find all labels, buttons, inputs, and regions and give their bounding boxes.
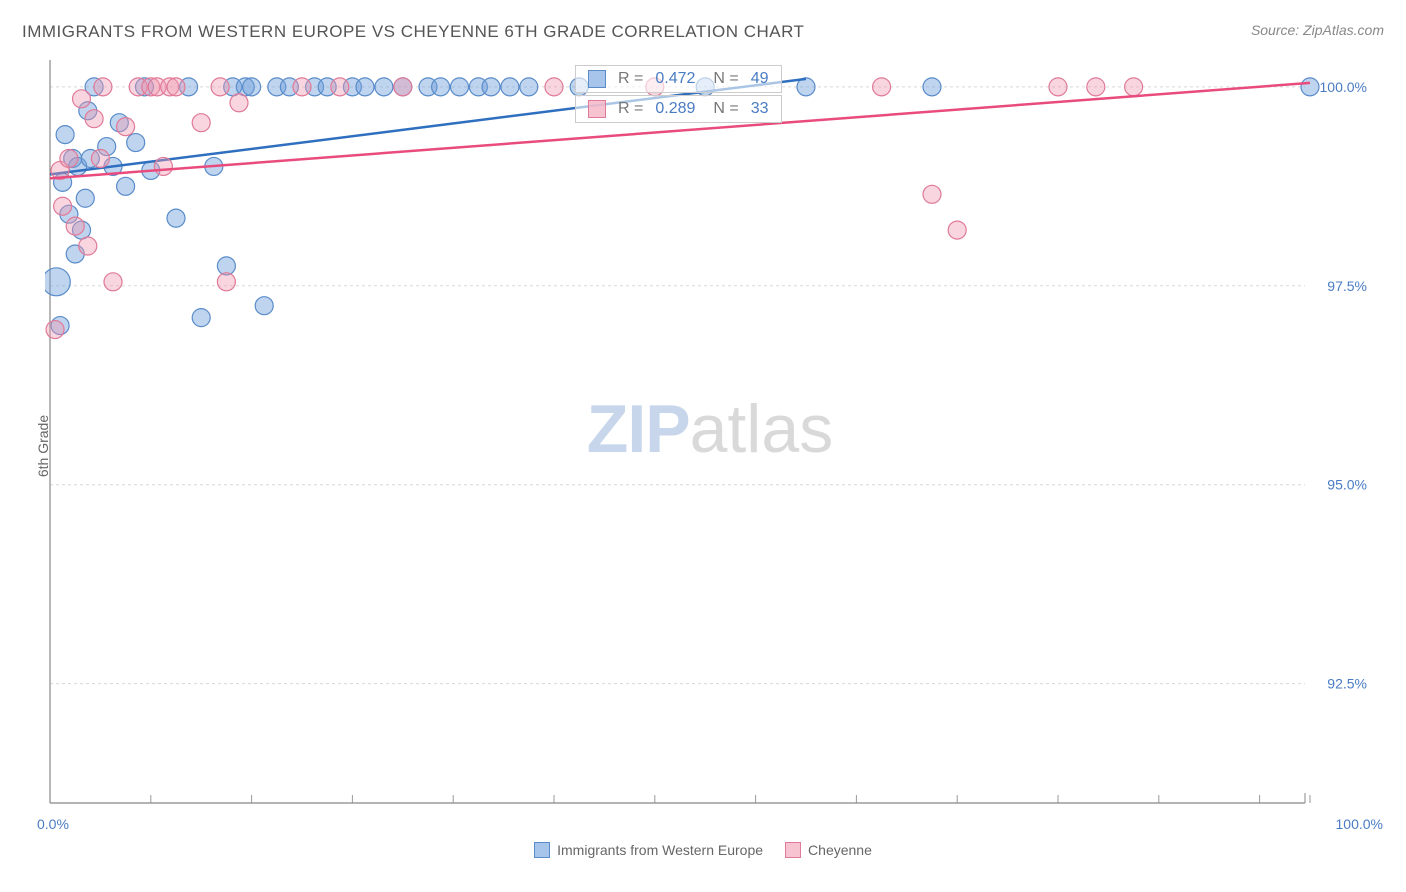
stats-r-value: 0.472	[655, 70, 695, 88]
legend-swatch-icon	[534, 842, 550, 858]
source-label: Source: ZipAtlas.com	[1251, 22, 1384, 38]
svg-text:100.0%: 100.0%	[1320, 79, 1367, 95]
legend-label: Immigrants from Western Europe	[557, 842, 763, 858]
stats-n-label: N =	[713, 70, 738, 88]
stats-n-label: N =	[713, 100, 738, 118]
legend-item-immigrants: Immigrants from Western Europe	[534, 842, 763, 858]
chart-title: IMMIGRANTS FROM WESTERN EUROPE VS CHEYEN…	[22, 22, 804, 42]
legend-label: Cheyenne	[808, 842, 872, 858]
legend-swatch-icon	[785, 842, 801, 858]
svg-text:97.5%: 97.5%	[1327, 278, 1367, 294]
stats-swatch-icon	[588, 70, 606, 88]
legend-item-cheyenne: Cheyenne	[785, 842, 872, 858]
chart-container: IMMIGRANTS FROM WESTERN EUROPE VS CHEYEN…	[0, 0, 1406, 892]
plot-area: 100.0%97.5%95.0%92.5% ZIPatlas R =0.472N…	[45, 58, 1375, 808]
stats-r-label: R =	[618, 100, 643, 118]
stats-box-immigrants: R = 0.472 N = 49	[575, 65, 782, 93]
stats-r-value: 0.289	[655, 100, 695, 118]
x-max-label: 100.0%	[1336, 816, 1383, 832]
svg-text:92.5%: 92.5%	[1327, 676, 1367, 692]
x-axis-labels: 0.0% 100.0%	[45, 816, 1375, 836]
stats-n-value: 49	[751, 70, 769, 88]
stats-box-cheyenne: R = 0.289 N = 33	[575, 95, 782, 123]
legend: Immigrants from Western Europe Cheyenne	[0, 842, 1406, 858]
stats-r-label: R =	[618, 70, 643, 88]
stats-swatch-icon	[588, 100, 606, 118]
x-min-label: 0.0%	[37, 816, 69, 832]
svg-text:95.0%: 95.0%	[1327, 477, 1367, 493]
scatter-svg: 100.0% 97.5% 95.0% 92.5%	[45, 58, 1375, 808]
stats-n-value: 33	[751, 100, 769, 118]
